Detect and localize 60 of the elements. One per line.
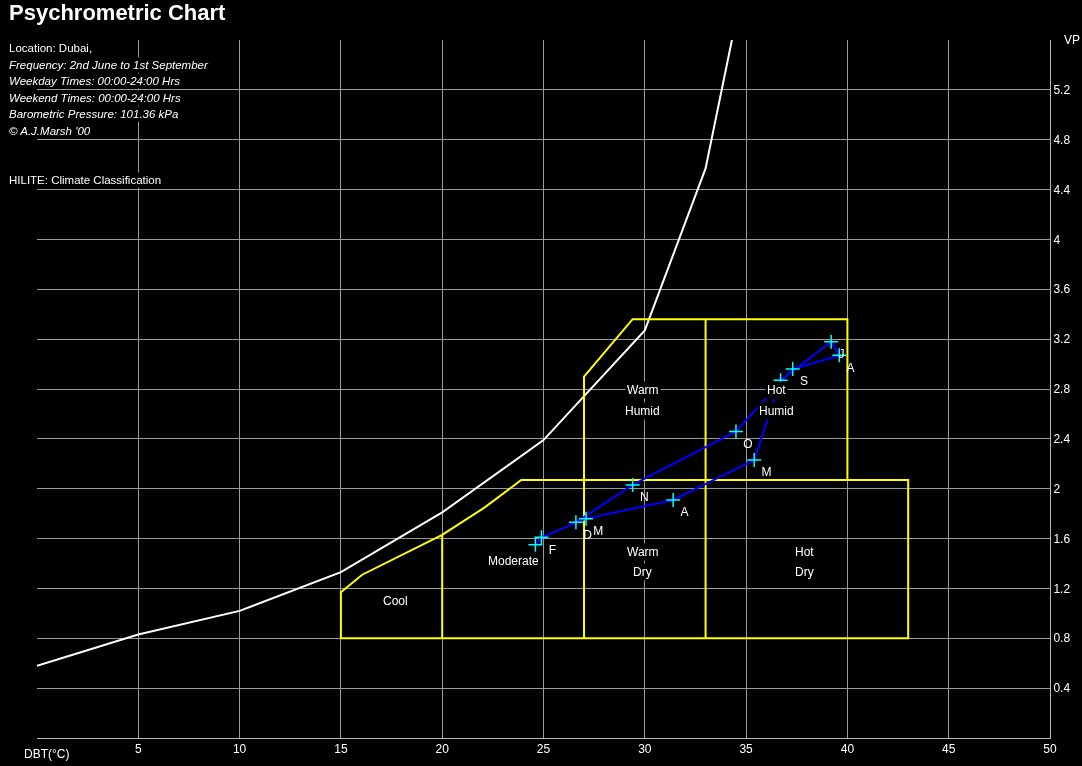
annotation: Humid — [625, 404, 660, 418]
y-tick-label: 5.2 — [1053, 83, 1071, 98]
point — [527, 537, 544, 553]
annotation: © A.J.Marsh '00 — [9, 125, 91, 137]
x-tick-label: 15 — [334, 742, 348, 757]
x-axis-title: DBT(°C) — [24, 747, 70, 761]
annotation: Warm — [627, 545, 659, 559]
x-tick-label: 35 — [739, 742, 754, 757]
annotation: Barometric Pressure: 101.36 kPa — [9, 108, 179, 120]
data-label: M — [761, 465, 772, 480]
annotation: Frequency: 2nd June to 1st September — [9, 59, 209, 71]
x-tick-label: 30 — [638, 742, 652, 757]
annotation: Weekday Times: 00:00-24:00 Hrs — [9, 75, 181, 87]
x-tick-label: 50 — [1043, 742, 1057, 757]
point — [533, 529, 550, 546]
y-tick-label: 1.2 — [1053, 581, 1071, 596]
x-tick-label: 5 — [134, 742, 142, 757]
x-tick-label: 25 — [536, 742, 551, 757]
y-tick-label: 4 — [1053, 232, 1061, 247]
point — [578, 510, 594, 527]
y-tick-label: 0.4 — [1053, 681, 1071, 696]
point — [746, 452, 762, 468]
y-tick-label: 2 — [1053, 481, 1061, 496]
y-tick-label: 1.6 — [1053, 531, 1071, 546]
point — [823, 333, 839, 350]
x-tick-label: 40 — [840, 742, 855, 757]
data-label: J — [838, 346, 845, 361]
annotation: HILITE: Climate Classification — [9, 174, 162, 186]
y-tick-label: 3.6 — [1053, 282, 1071, 297]
annotation: Warm — [627, 383, 659, 397]
y-tick-label: 4.8 — [1053, 132, 1071, 147]
annotation: Hot — [767, 383, 787, 397]
data-label: M — [593, 523, 604, 538]
annotation: Hot — [795, 545, 815, 559]
x-tick-label: 20 — [435, 742, 450, 757]
point — [784, 361, 801, 377]
annotation: Cool — [383, 594, 408, 608]
y-tick-label: 3.2 — [1053, 332, 1071, 347]
chart-subtitle: Location: Dubai, — [9, 42, 93, 54]
point — [728, 423, 744, 440]
point — [665, 492, 681, 508]
x-tick-label: 10 — [232, 742, 247, 757]
point — [624, 477, 641, 493]
annotation: Dry — [633, 565, 652, 579]
annotation: Humid — [759, 404, 794, 418]
y-tick-label: 4.4 — [1053, 182, 1071, 197]
y-axis-title: VP — [1064, 33, 1081, 47]
annotation: Dry — [795, 565, 814, 579]
y-tick-label: 2.4 — [1053, 432, 1071, 447]
y-tick-label: 2.8 — [1053, 382, 1071, 397]
data-label: F — [548, 542, 557, 557]
data-label: A — [680, 505, 689, 520]
y-tick-label: 0.8 — [1053, 631, 1071, 646]
annotation: Moderate — [488, 554, 540, 568]
line-series — [339, 318, 910, 640]
data-label: S — [799, 374, 808, 389]
point — [568, 514, 584, 531]
chart-title: Psychrometric Chart — [9, 0, 227, 25]
x-tick-label: 45 — [942, 742, 956, 757]
annotation: Weekend Times: 00:00-24:00 Hrs — [9, 92, 181, 104]
